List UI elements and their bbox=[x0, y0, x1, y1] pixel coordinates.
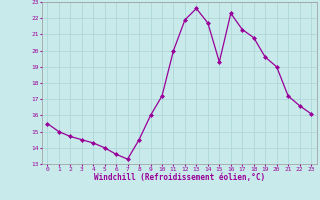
X-axis label: Windchill (Refroidissement éolien,°C): Windchill (Refroidissement éolien,°C) bbox=[94, 173, 265, 182]
